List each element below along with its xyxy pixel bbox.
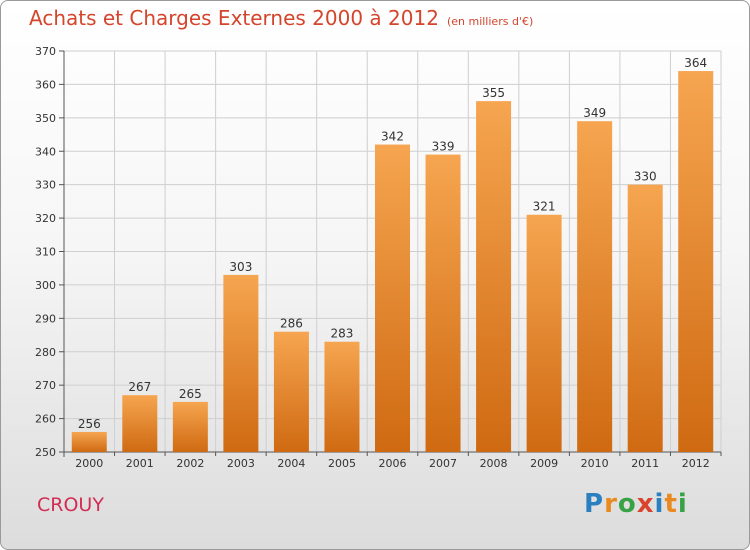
y-tick-label: 260 xyxy=(35,413,56,426)
bar-2004 xyxy=(273,331,309,452)
bar-2000 xyxy=(71,431,107,452)
y-tick-label: 310 xyxy=(35,246,56,259)
x-tick-label: 2000 xyxy=(75,457,103,470)
bar-2007 xyxy=(425,154,461,452)
x-tick-label: 2007 xyxy=(429,457,457,470)
bar-2008 xyxy=(476,101,512,452)
data-label: 330 xyxy=(634,170,657,184)
bar-2009 xyxy=(526,214,562,452)
data-label: 267 xyxy=(128,380,151,394)
bar-2002 xyxy=(172,401,208,452)
y-tick-label: 320 xyxy=(35,212,56,225)
data-label: 364 xyxy=(684,56,707,70)
x-tick-label: 2003 xyxy=(227,457,255,470)
x-tick-label: 2004 xyxy=(277,457,305,470)
chart-title-main: Achats et Charges Externes 2000 à 2012 xyxy=(29,6,439,30)
y-tick-label: 360 xyxy=(35,78,56,91)
y-tick-label: 350 xyxy=(35,112,56,125)
y-tick-label: 290 xyxy=(35,312,56,325)
x-tick-label: 2009 xyxy=(530,457,558,470)
x-tick-label: 2010 xyxy=(581,457,609,470)
data-label: 265 xyxy=(179,387,202,401)
logo-letter: i xyxy=(654,489,665,519)
x-tick-label: 2008 xyxy=(480,457,508,470)
y-tick-label: 330 xyxy=(35,179,56,192)
logo-letter: r xyxy=(604,489,618,519)
x-tick-label: 2006 xyxy=(379,457,407,470)
x-tick-label: 2002 xyxy=(176,457,204,470)
x-tick-label: 2012 xyxy=(682,457,710,470)
y-tick-label: 280 xyxy=(35,346,56,359)
bar-2005 xyxy=(324,341,360,452)
x-tick-label: 2005 xyxy=(328,457,356,470)
logo-letter: P xyxy=(584,489,605,519)
chart-title-unit: (en milliers d'€) xyxy=(446,15,534,28)
data-label: 342 xyxy=(381,130,404,144)
bar-2012 xyxy=(678,71,714,453)
chart-title: Achats et Charges Externes 2000 à 2012 (e… xyxy=(29,6,533,30)
bars xyxy=(71,71,714,453)
y-tick-label: 300 xyxy=(35,279,56,292)
proxiti-logo[interactable]: Proxiti xyxy=(584,489,688,519)
logo-letter: i xyxy=(677,489,688,519)
data-label: 339 xyxy=(432,140,455,154)
x-tick-label: 2011 xyxy=(631,457,659,470)
logo-letter: x xyxy=(636,489,655,519)
data-label: 303 xyxy=(229,260,252,274)
data-label: 286 xyxy=(280,317,303,331)
bar-2011 xyxy=(627,184,663,452)
logo-letter: t xyxy=(664,489,678,519)
logo-letter: o xyxy=(617,489,637,519)
x-tick-label: 2001 xyxy=(126,457,154,470)
town-name: CROUY xyxy=(37,494,104,516)
y-tick-label: 340 xyxy=(35,145,56,158)
data-label: 256 xyxy=(78,417,101,431)
data-labels: 256 267 265 303 286 283 342 339 355 321 349 330 364 xyxy=(78,56,707,431)
y-tick-label: 270 xyxy=(35,379,56,392)
data-label: 321 xyxy=(533,200,556,214)
bar-2003 xyxy=(223,274,259,452)
bar-2006 xyxy=(375,144,410,453)
y-tick-label: 370 xyxy=(35,45,56,58)
y-tick-label: 250 xyxy=(35,446,56,459)
data-label: 349 xyxy=(583,106,606,120)
data-label: 283 xyxy=(331,327,354,341)
bar-2010 xyxy=(577,121,613,453)
bar-2001 xyxy=(122,395,158,452)
data-label: 355 xyxy=(482,86,505,100)
